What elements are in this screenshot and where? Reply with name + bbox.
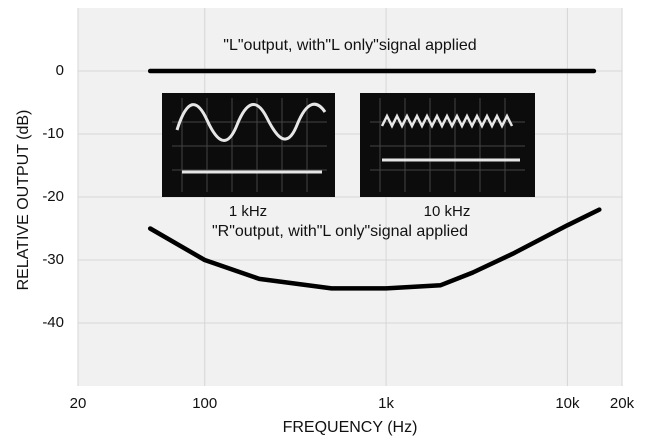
- y-tick-label: -10: [42, 125, 64, 142]
- scope-inset: [162, 93, 335, 197]
- x-tick-label: 10k: [555, 395, 580, 412]
- page: 1 kHz 10 kHz "L"output, with"L only"sign…: [0, 0, 655, 444]
- scope-inset: [360, 93, 535, 197]
- x-tick-label: 20: [70, 395, 87, 412]
- chart: 1 kHz 10 kHz "L"output, with"L only"sign…: [0, 0, 655, 444]
- inset-label: 1 kHz: [229, 203, 267, 220]
- x-tick-label: 100: [192, 395, 217, 412]
- y-tick-label: 0: [56, 62, 64, 79]
- y-tick-label: -40: [42, 314, 64, 331]
- scope-screen: [360, 93, 535, 197]
- inset-label: 10 kHz: [424, 203, 471, 220]
- series-label: "L"output, with"L only"signal applied: [223, 37, 476, 54]
- x-tick-label: 1k: [378, 395, 394, 412]
- y-tick-label: -30: [42, 251, 64, 268]
- y-axis-label: RELATIVE OUTPUT (dB): [15, 110, 32, 291]
- y-tick-label: -20: [42, 188, 64, 205]
- x-axis-label: FREQUENCY (Hz): [283, 419, 418, 436]
- x-tick-label: 20k: [610, 395, 635, 412]
- series-label: "R"output, with"L only"signal applied: [212, 223, 468, 240]
